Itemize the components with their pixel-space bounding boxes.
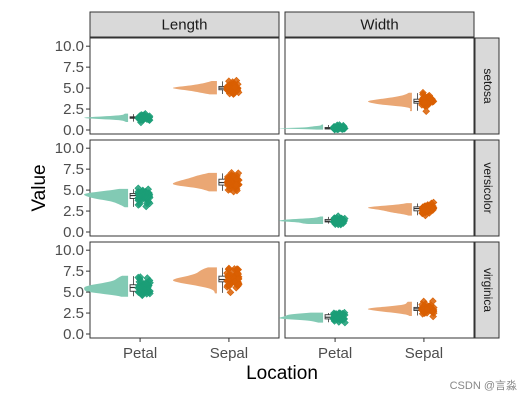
y-tick-label: 10.0 — [55, 38, 84, 55]
point-sepal — [420, 98, 429, 107]
point-petal — [334, 216, 343, 225]
facet-label-versicolor: versicolor — [481, 162, 495, 213]
series-sepal — [172, 264, 243, 297]
point-petal — [336, 310, 345, 318]
point-sepal — [226, 288, 235, 297]
point-sepal — [231, 83, 239, 92]
cloud-petal — [279, 124, 324, 130]
x-tick-label-sepal: Sepal — [210, 345, 248, 362]
point-petal — [332, 315, 341, 323]
panel-length-virginica — [84, 241, 280, 339]
panel-border — [284, 139, 475, 237]
facet-strip-width — [284, 11, 475, 38]
y-tick-label: 7.5 — [63, 263, 84, 280]
facet-strip-setosa — [474, 37, 500, 135]
cloud-sepal — [367, 301, 412, 316]
point-sepal — [427, 95, 436, 104]
series-petal — [279, 121, 349, 134]
point-petal — [135, 200, 144, 208]
y-tick-label: 0.0 — [63, 224, 84, 241]
point-sepal — [225, 264, 233, 273]
y-tick-label: 2.5 — [63, 101, 84, 118]
y-axis-title: Value — [29, 164, 50, 211]
facet-label-length: Length — [162, 17, 208, 34]
point-petal — [334, 123, 343, 132]
y-tick-label: 10.0 — [55, 140, 84, 157]
panel-length-setosa — [84, 37, 280, 135]
point-sepal — [224, 186, 233, 194]
facet-strip-virginica — [474, 241, 500, 339]
point-petal — [330, 122, 338, 131]
point-sepal — [228, 88, 237, 97]
facet-strip-length — [89, 11, 280, 38]
panel-width-virginica — [279, 241, 475, 339]
series-sepal — [172, 169, 243, 196]
cloud-petal — [84, 275, 129, 297]
y-tick-label: 2.5 — [63, 305, 84, 322]
series-sepal — [367, 198, 438, 220]
cloud-sepal — [172, 80, 217, 95]
point-sepal — [423, 305, 431, 314]
x-tick-label-sepal: Sepal — [405, 345, 443, 362]
y-tick-label: 10.0 — [55, 242, 84, 259]
y-tick-label: 5.0 — [63, 182, 84, 199]
cloud-sepal — [367, 203, 412, 216]
y-tick-label: 0.0 — [63, 326, 84, 343]
panel-width-versicolor — [279, 139, 475, 237]
facet-strip-versicolor — [474, 139, 500, 237]
point-sepal — [225, 282, 233, 290]
x-axis-title: Location — [246, 363, 318, 384]
point-petal — [142, 202, 150, 211]
point-petal — [143, 193, 152, 202]
point-sepal — [234, 280, 243, 289]
panel-length-versicolor — [84, 139, 280, 237]
series-petal — [279, 308, 349, 327]
series-petal — [84, 110, 154, 127]
cloud-petal — [279, 312, 324, 323]
y-tick-label: 2.5 — [63, 203, 84, 220]
y-tick-label: 7.5 — [63, 59, 84, 76]
point-sepal — [223, 83, 232, 91]
series-sepal — [367, 88, 438, 116]
facet-label-setosa: setosa — [481, 68, 495, 104]
cloud-petal — [84, 113, 129, 123]
point-petal — [141, 288, 149, 296]
panel-width-setosa — [279, 37, 475, 135]
cloud-petal — [279, 216, 324, 225]
watermark-text: CSDN @言淼 — [450, 378, 517, 392]
panel-border — [284, 37, 475, 135]
x-tick-label-petal: Petal — [318, 345, 352, 362]
point-petal — [143, 280, 151, 288]
cloud-sepal — [172, 267, 217, 294]
point-petal — [141, 114, 149, 123]
series-sepal — [172, 76, 243, 98]
y-tick-label: 7.5 — [63, 161, 84, 178]
y-tick-label: 0.0 — [63, 122, 84, 139]
point-sepal — [233, 265, 241, 273]
point-sepal — [232, 181, 241, 189]
cloud-sepal — [367, 92, 412, 112]
series-petal — [84, 273, 154, 300]
y-tick-label: 5.0 — [63, 284, 84, 301]
point-sepal — [429, 204, 438, 213]
cloud-sepal — [172, 172, 217, 192]
point-sepal — [418, 300, 426, 309]
panel-border — [89, 37, 280, 135]
panel-border — [89, 139, 280, 237]
facet-label-width: Width — [360, 17, 398, 34]
x-tick-label-petal: Petal — [123, 345, 157, 362]
panel-border — [284, 241, 475, 339]
series-sepal — [367, 297, 438, 321]
point-sepal — [422, 107, 431, 116]
series-petal — [84, 184, 154, 211]
point-sepal — [419, 205, 427, 214]
series-petal — [279, 212, 349, 229]
facet-label-virginica: virginica — [481, 268, 495, 312]
cloud-petal — [84, 188, 129, 208]
y-tick-label: 5.0 — [63, 80, 84, 97]
point-petal — [137, 191, 145, 200]
